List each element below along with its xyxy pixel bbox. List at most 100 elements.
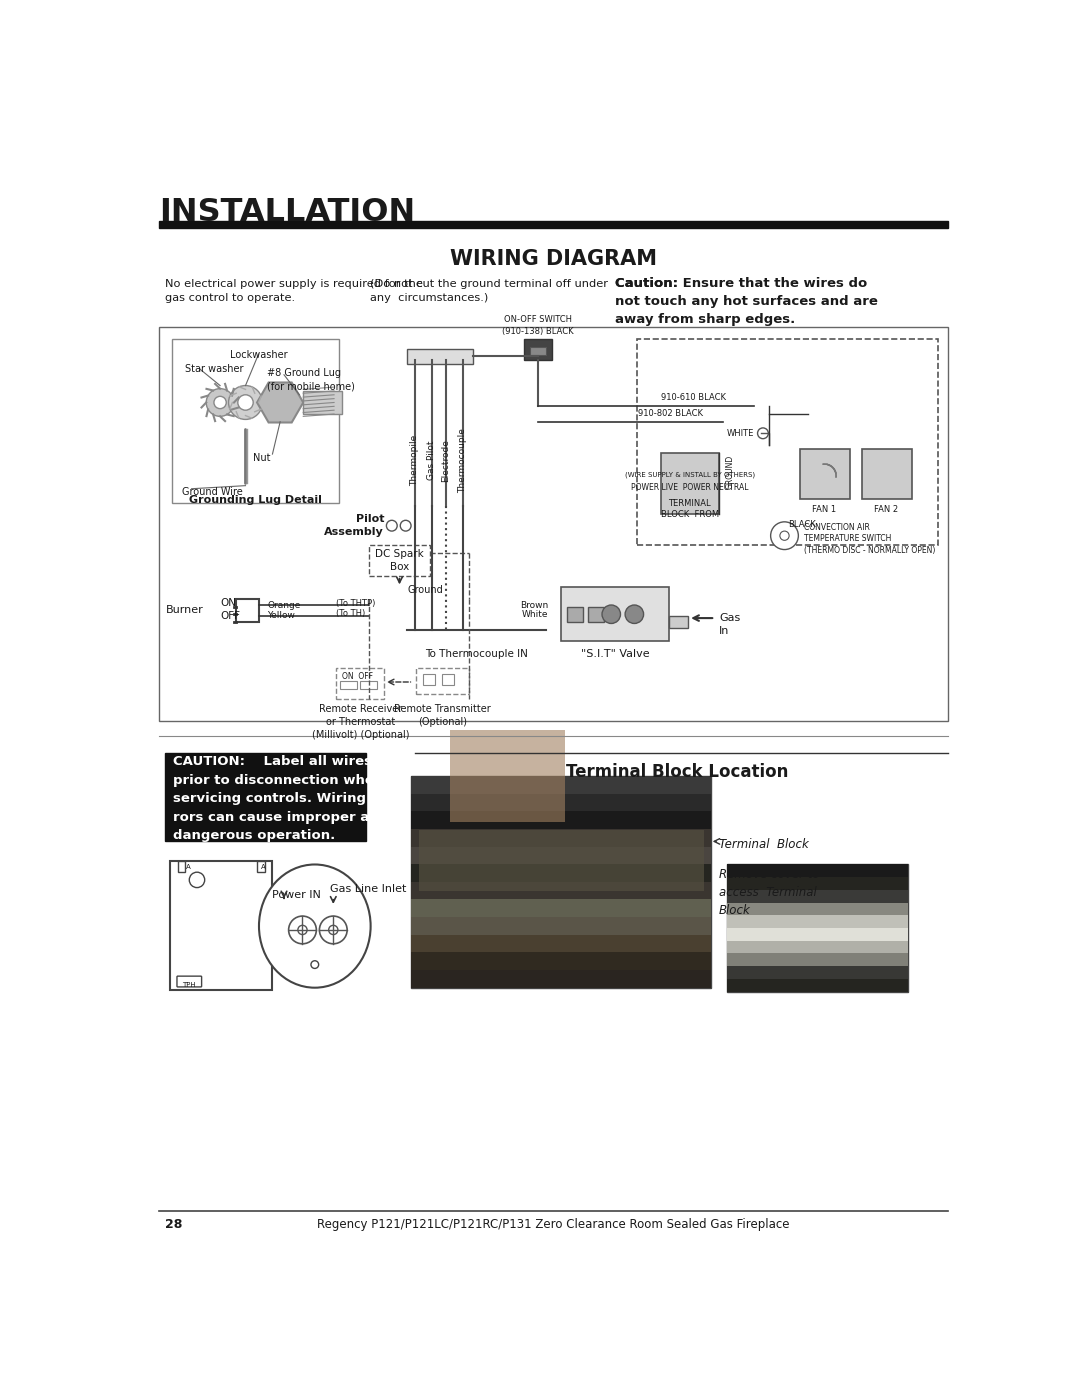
- Bar: [727, 877, 907, 890]
- Bar: [368, 545, 430, 576]
- Bar: [589, 606, 604, 622]
- Text: Brown: Brown: [519, 601, 549, 609]
- Text: 28: 28: [165, 1218, 183, 1231]
- Text: Burner: Burner: [165, 605, 203, 616]
- Text: Thermocouple: Thermocouple: [458, 427, 468, 493]
- Bar: [173, 338, 339, 503]
- Text: Star washer: Star washer: [186, 365, 244, 374]
- Text: Remove cover to
access  Terminal
Block: Remove cover to access Terminal Block: [719, 869, 820, 918]
- Text: POWER LIVE  POWER NEUTRAL: POWER LIVE POWER NEUTRAL: [631, 483, 748, 492]
- Text: Regency P121/P121LC/P121RC/P131 Zero Clearance Room Sealed Gas Fireplace: Regency P121/P121LC/P121RC/P131 Zero Cle…: [318, 1218, 789, 1231]
- Bar: [417, 668, 469, 693]
- Circle shape: [320, 916, 347, 944]
- Bar: [567, 606, 583, 622]
- Bar: [159, 327, 948, 721]
- Text: A: A: [186, 865, 190, 870]
- Circle shape: [757, 427, 768, 439]
- Text: Caution:: Caution:: [616, 277, 683, 291]
- Text: Nut: Nut: [253, 453, 271, 462]
- Circle shape: [206, 388, 234, 416]
- Bar: [524, 338, 552, 360]
- Bar: [800, 448, 850, 499]
- Bar: [411, 847, 712, 865]
- Text: #8 Ground Lug
(for mobile home): #8 Ground Lug (for mobile home): [267, 367, 355, 391]
- Text: Grounding Lug Detail: Grounding Lug Detail: [189, 495, 322, 504]
- Bar: [636, 338, 939, 545]
- Text: White: White: [522, 609, 549, 619]
- Text: Ground: Ground: [407, 584, 443, 595]
- Text: WHITE: WHITE: [727, 429, 754, 437]
- Text: Ground Wire: Ground Wire: [183, 488, 243, 497]
- Bar: [411, 775, 712, 793]
- Text: ON: ON: [220, 598, 237, 608]
- Bar: [862, 448, 912, 499]
- Text: Caution: Ensure that the wires do
not touch any hot surfaces and are
away from s: Caution: Ensure that the wires do not to…: [616, 277, 878, 326]
- Text: Power IN: Power IN: [272, 890, 322, 900]
- Bar: [178, 861, 186, 872]
- Text: Remote Receiver
or Thermostat
(Millivolt) (Optional): Remote Receiver or Thermostat (Millivolt…: [312, 704, 409, 740]
- Bar: [727, 890, 907, 902]
- Text: A: A: [261, 865, 266, 870]
- Circle shape: [288, 916, 316, 944]
- Bar: [727, 915, 907, 928]
- Bar: [562, 587, 669, 641]
- Bar: [340, 682, 357, 689]
- Text: GROUND: GROUND: [726, 454, 735, 489]
- Text: Orange: Orange: [267, 601, 300, 609]
- Bar: [449, 729, 565, 823]
- Bar: [419, 830, 704, 891]
- Bar: [411, 953, 712, 970]
- Text: (To THTP): (To THTP): [336, 599, 376, 608]
- Bar: [170, 861, 272, 990]
- Bar: [411, 970, 712, 988]
- Text: To Thermocouple IN: To Thermocouple IN: [426, 648, 528, 659]
- Ellipse shape: [259, 865, 370, 988]
- Circle shape: [238, 395, 253, 411]
- Bar: [727, 902, 907, 915]
- Text: TPH: TPH: [183, 982, 197, 988]
- Text: Electrode: Electrode: [442, 439, 450, 482]
- Text: Gas
In: Gas In: [719, 613, 740, 636]
- Text: Remote Transmitter
(Optional): Remote Transmitter (Optional): [394, 704, 491, 726]
- Text: 910-610 BLACK: 910-610 BLACK: [661, 394, 726, 402]
- Bar: [165, 753, 366, 841]
- Bar: [407, 349, 473, 365]
- Circle shape: [387, 520, 397, 531]
- Bar: [411, 812, 712, 828]
- Bar: [727, 953, 907, 967]
- FancyBboxPatch shape: [177, 977, 202, 986]
- Text: Gas Line Inlet: Gas Line Inlet: [330, 884, 406, 894]
- Bar: [303, 391, 341, 414]
- Bar: [727, 940, 907, 953]
- Text: (WIRE SUPPLY & INSTALL BY OTHERS): (WIRE SUPPLY & INSTALL BY OTHERS): [624, 472, 755, 478]
- Text: "S.I.T" Valve: "S.I.T" Valve: [581, 648, 649, 659]
- Text: FAN 1: FAN 1: [812, 504, 837, 514]
- Text: Thermopile: Thermopile: [410, 434, 419, 486]
- Bar: [411, 900, 712, 916]
- Bar: [411, 916, 712, 935]
- Bar: [727, 928, 907, 940]
- Text: FAN 2: FAN 2: [874, 504, 899, 514]
- Bar: [411, 935, 712, 953]
- Bar: [442, 675, 455, 685]
- Text: 910-802 BLACK: 910-802 BLACK: [638, 409, 703, 418]
- Circle shape: [771, 522, 798, 549]
- Bar: [727, 979, 907, 992]
- Text: (To TH): (To TH): [336, 609, 366, 617]
- Bar: [159, 221, 948, 228]
- Text: WIRING DIAGRAM: WIRING DIAGRAM: [450, 249, 657, 268]
- Circle shape: [602, 605, 621, 623]
- Bar: [411, 865, 712, 882]
- Circle shape: [214, 397, 226, 409]
- Bar: [237, 599, 259, 622]
- Text: No electrical power supply is required for the
gas control to operate.: No electrical power supply is required f…: [165, 279, 423, 303]
- Bar: [257, 861, 265, 872]
- Text: INSTALLATION: INSTALLATION: [159, 197, 416, 228]
- Text: TERMINAL
BLOCK  FROM: TERMINAL BLOCK FROM: [661, 499, 719, 518]
- Bar: [411, 793, 712, 812]
- Bar: [669, 616, 688, 629]
- Text: Terminal  Block: Terminal Block: [719, 838, 809, 851]
- Circle shape: [625, 605, 644, 623]
- Text: Lockwasher: Lockwasher: [230, 351, 287, 360]
- Text: DC Spark
Box: DC Spark Box: [375, 549, 423, 571]
